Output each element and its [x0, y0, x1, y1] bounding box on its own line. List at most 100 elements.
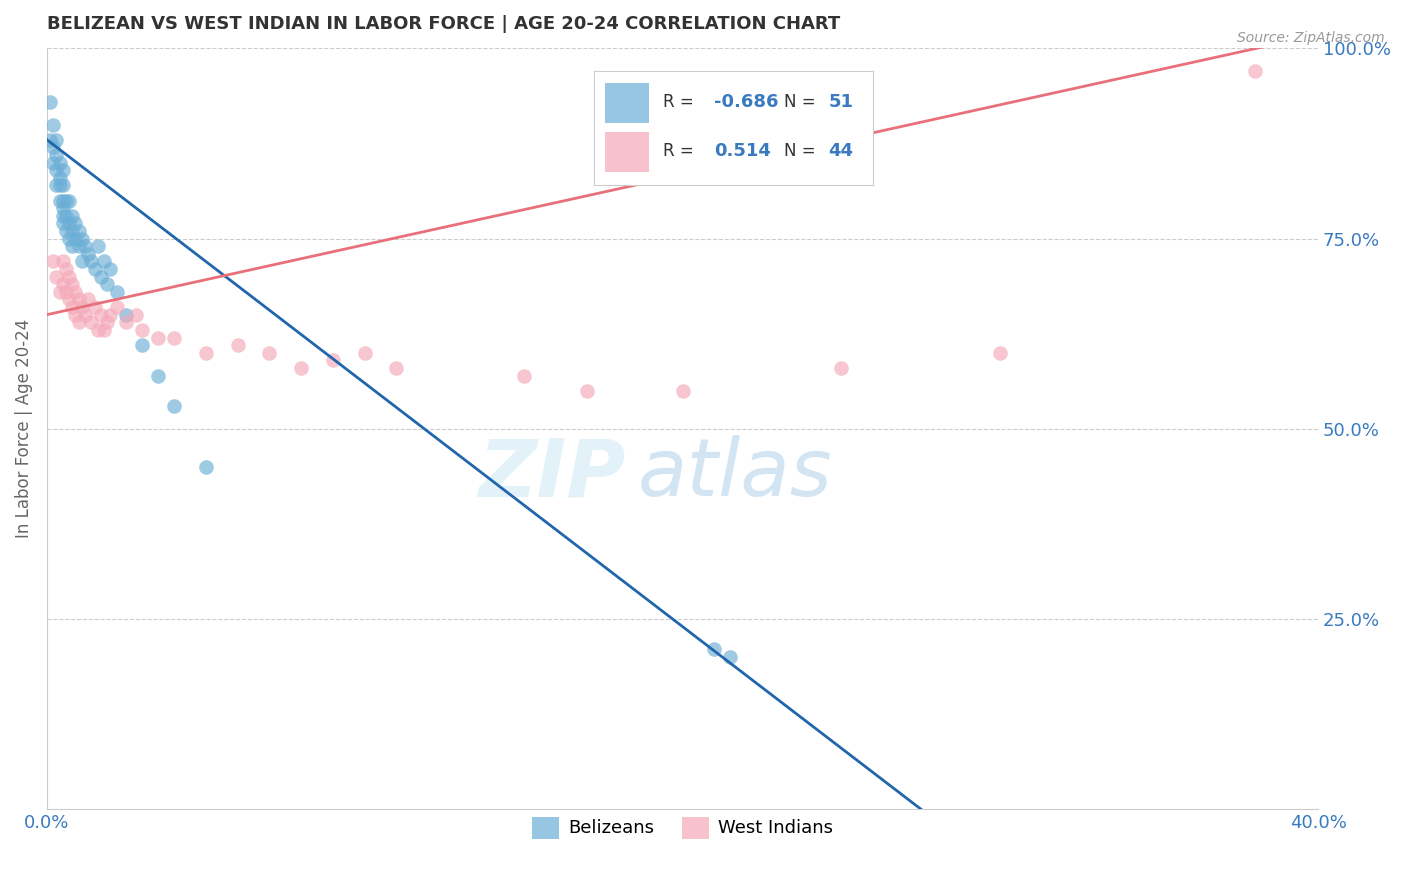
Point [80, 315, 103, 329]
Point [45, 269, 67, 284]
Point [100, 262, 122, 277]
Point [55, 194, 77, 208]
Point [52, 178, 75, 193]
Text: BELIZEAN VS WEST INDIAN IN LABOR FORCE | AGE 20-24 CORRELATION CHART: BELIZEAN VS WEST INDIAN IN LABOR FORCE |… [46, 15, 841, 33]
Point [65, 285, 87, 299]
Point [67, 315, 90, 329]
Text: atlas: atlas [638, 435, 832, 514]
Point [42, 118, 65, 132]
Point [48, 194, 70, 208]
Point [45, 163, 67, 178]
Point [93, 254, 115, 268]
Point [163, 330, 186, 344]
Point [90, 269, 112, 284]
Text: Source: ZipAtlas.com: Source: ZipAtlas.com [1237, 31, 1385, 45]
Point [60, 277, 83, 292]
Point [58, 293, 80, 307]
Point [55, 262, 77, 277]
Point [87, 239, 110, 253]
Point [988, 345, 1011, 359]
Point [55, 224, 77, 238]
Point [60, 209, 83, 223]
Point [48, 285, 70, 299]
Point [52, 216, 75, 230]
Point [52, 194, 75, 208]
Point [70, 300, 93, 314]
Point [67, 239, 90, 253]
Point [52, 209, 75, 223]
Point [194, 459, 217, 474]
Point [48, 178, 70, 193]
Point [42, 254, 65, 268]
Point [39, 95, 62, 109]
Point [65, 232, 87, 246]
Point [576, 384, 599, 398]
Text: ZIP: ZIP [478, 435, 626, 514]
Point [385, 360, 408, 375]
Point [512, 368, 534, 383]
Point [146, 368, 169, 383]
Point [52, 201, 75, 215]
Point [83, 300, 105, 314]
Point [58, 194, 80, 208]
Point [671, 384, 693, 398]
Point [115, 315, 138, 329]
Point [100, 308, 122, 322]
Point [52, 163, 75, 178]
Point [1243, 64, 1265, 78]
Point [163, 399, 186, 413]
Point [96, 277, 118, 292]
Point [45, 178, 67, 193]
Point [131, 323, 153, 337]
Point [55, 209, 77, 223]
Point [105, 300, 128, 314]
Point [67, 293, 90, 307]
Point [58, 232, 80, 246]
Point [259, 345, 281, 359]
Legend: Belizeans, West Indians: Belizeans, West Indians [524, 809, 839, 846]
Point [226, 338, 249, 352]
Point [73, 239, 96, 253]
Point [70, 232, 93, 246]
Point [353, 345, 375, 359]
Point [77, 293, 100, 307]
Point [65, 216, 87, 230]
Point [67, 224, 90, 238]
Point [48, 155, 70, 169]
Point [77, 247, 100, 261]
Point [96, 315, 118, 329]
Point [830, 360, 852, 375]
Point [60, 239, 83, 253]
Point [45, 133, 67, 147]
Point [146, 330, 169, 344]
Point [87, 323, 110, 337]
Point [60, 300, 83, 314]
Point [115, 308, 138, 322]
Point [105, 285, 128, 299]
Point [70, 254, 93, 268]
Point [65, 308, 87, 322]
Point [93, 323, 115, 337]
Point [131, 338, 153, 352]
Point [42, 155, 65, 169]
Point [52, 277, 75, 292]
Point [60, 224, 83, 238]
Point [58, 216, 80, 230]
Point [83, 262, 105, 277]
Point [322, 353, 344, 368]
Point [58, 269, 80, 284]
Point [73, 308, 96, 322]
Point [42, 140, 65, 154]
Point [45, 148, 67, 162]
Point [125, 308, 148, 322]
Point [194, 345, 217, 359]
Point [90, 308, 112, 322]
Point [703, 642, 725, 657]
Point [39, 133, 62, 147]
Point [718, 650, 741, 665]
Point [290, 360, 312, 375]
Point [80, 254, 103, 268]
Point [55, 285, 77, 299]
Y-axis label: In Labor Force | Age 20-24: In Labor Force | Age 20-24 [15, 319, 32, 539]
Point [48, 170, 70, 185]
